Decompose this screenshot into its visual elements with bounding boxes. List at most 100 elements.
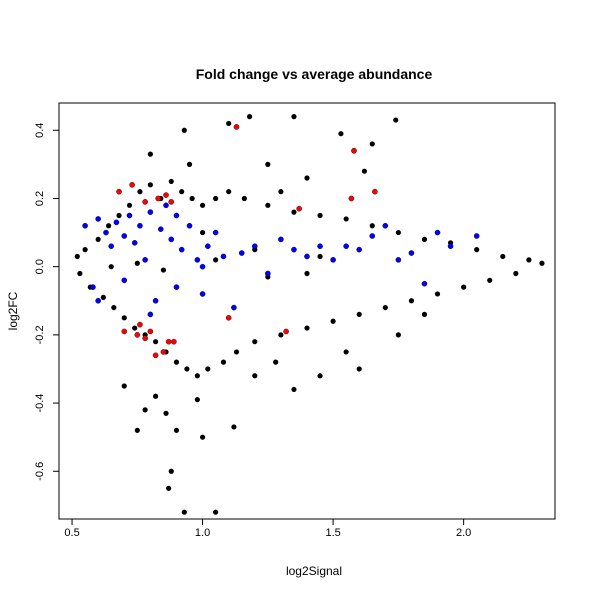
point-all (317, 373, 323, 379)
point-all (304, 325, 310, 331)
point-all (395, 332, 401, 338)
point-all (233, 349, 240, 355)
point-blue (343, 243, 349, 250)
y-axis: -0.6 -0.4 -0.2 0.0 0.2 0.4 (34, 123, 60, 481)
x-tick-label: 1.0 (195, 527, 210, 539)
point-red (121, 328, 128, 335)
point-blue (204, 243, 211, 250)
point-all (265, 161, 271, 167)
point-all (147, 151, 153, 157)
point-blue (142, 257, 148, 263)
point-red (283, 328, 289, 335)
point-blue (278, 236, 284, 243)
point-all (434, 291, 441, 297)
point-red (233, 124, 240, 130)
point-red (147, 328, 154, 335)
y-tick-label: 0.0 (34, 259, 46, 274)
point-blue (356, 246, 363, 253)
point-red (134, 332, 141, 338)
point-all (189, 195, 195, 202)
point-all (160, 267, 167, 273)
point-all (343, 216, 349, 222)
point-all (173, 359, 180, 365)
point-all (291, 386, 297, 393)
point-all (252, 339, 258, 345)
point-all (265, 202, 271, 208)
point-all (226, 189, 232, 195)
point-all (82, 247, 88, 253)
point-blue (152, 297, 159, 304)
point-blue (194, 257, 201, 263)
point-blue (163, 202, 169, 209)
point-blue (90, 284, 96, 290)
point-blue (473, 233, 480, 239)
point-blue (178, 246, 185, 253)
point-all (356, 366, 362, 372)
point-blue (137, 222, 143, 229)
point-all (291, 114, 297, 120)
point-all (421, 311, 428, 318)
y-tick-label: 0.2 (34, 191, 46, 206)
point-all (317, 212, 323, 219)
x-axis: 0.5 1.0 1.5 2.0 (64, 518, 471, 539)
point-all (74, 253, 80, 260)
point-all (126, 202, 133, 208)
point-blue (95, 216, 101, 222)
point-red (225, 315, 232, 321)
point-blue (291, 246, 297, 253)
point-all (95, 236, 101, 242)
point-red (142, 335, 148, 342)
point-all (369, 141, 375, 147)
point-all (199, 229, 206, 236)
point-all (395, 229, 401, 236)
point-blue (251, 243, 258, 250)
point-red (129, 182, 135, 188)
point-blue (121, 233, 128, 239)
point-all (168, 178, 174, 185)
point-all (213, 257, 219, 263)
point-all (199, 434, 206, 440)
point-red (152, 352, 159, 359)
point-blue (434, 229, 441, 236)
chart-title: Fold change vs average abundance (196, 66, 433, 82)
point-red (142, 199, 148, 205)
point-all (199, 202, 206, 208)
x-tick-label: 2.0 (456, 527, 471, 539)
point-blue (147, 311, 154, 318)
point-red (163, 192, 169, 198)
point-all (152, 393, 159, 399)
point-blue (304, 253, 310, 260)
point-red (168, 199, 175, 205)
point-all (121, 315, 127, 321)
point-blue (421, 280, 428, 287)
point-blue (317, 243, 323, 250)
point-all (317, 253, 323, 260)
point-blue (330, 257, 336, 263)
point-blue (173, 212, 180, 219)
point-all (421, 236, 428, 242)
point-all (108, 264, 114, 270)
point-all (278, 332, 284, 338)
point-all (184, 366, 190, 372)
point-blue (447, 243, 454, 250)
point-all (137, 189, 143, 195)
point-red (116, 188, 122, 195)
y-tick-label: -0.4 (34, 394, 46, 413)
point-all (338, 131, 344, 137)
point-red (165, 338, 172, 345)
point-all (226, 120, 232, 127)
point-all (246, 114, 253, 120)
point-all (100, 294, 106, 300)
y-tick-label: -0.2 (34, 325, 46, 344)
point-all (173, 427, 180, 433)
point-all (106, 223, 112, 229)
point-red (348, 195, 355, 202)
point-all (231, 424, 237, 430)
point-all (134, 427, 140, 433)
point-all (116, 212, 122, 219)
point-blue (369, 233, 376, 239)
point-blue (103, 229, 109, 236)
point-blue (108, 243, 115, 250)
point-all (539, 260, 545, 266)
